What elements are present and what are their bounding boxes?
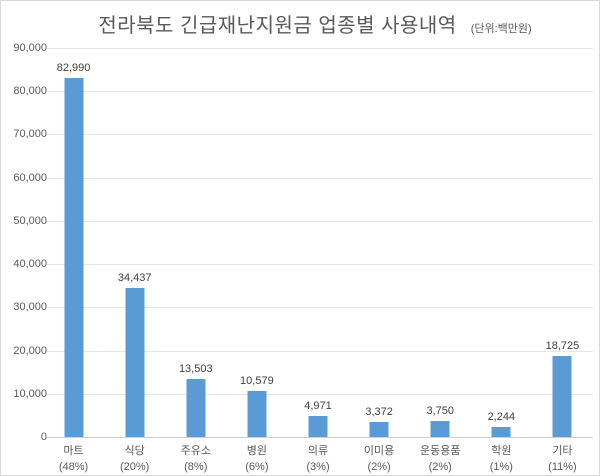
category-percent-label: (3%)	[306, 461, 330, 473]
x-axis-category-3: 병원 (6%)	[245, 443, 268, 475]
gridline	[47, 351, 593, 352]
y-axis-tick-label: 50,000	[13, 215, 47, 227]
gridline	[47, 394, 593, 395]
gridline	[47, 307, 593, 308]
x-axis-category-4: 의류 (3%)	[306, 443, 329, 475]
bar-3	[247, 391, 267, 437]
chart-header: 전라북도 긴급재난지원금 업종별 사용내역 (단위:백만원)	[1, 9, 599, 38]
y-axis-tick-label: 90,000	[13, 42, 47, 54]
y-axis-tick-label: 0	[40, 431, 47, 443]
value-label-6: 3,750	[426, 405, 454, 417]
x-axis-category-1: 식당 (20%)	[120, 443, 149, 475]
bar-1	[125, 288, 145, 437]
y-axis-tick-label: 30,000	[13, 301, 47, 313]
y-axis-tick-label: 80,000	[13, 85, 47, 97]
x-axis-category-0: 마트 (48%)	[59, 443, 88, 475]
x-axis-category-5: 이미용 (2%)	[364, 443, 394, 475]
y-axis-tick-label: 20,000	[13, 345, 47, 357]
category-label: 마트	[63, 445, 84, 457]
value-label-4: 4,971	[304, 400, 332, 412]
gridline	[47, 264, 593, 265]
y-axis-tick-label: 60,000	[13, 172, 47, 184]
bar-5	[369, 422, 389, 437]
category-label: 의류	[307, 445, 329, 457]
value-label-0: 82,990	[56, 62, 91, 74]
chart-title: 전라북도 긴급재난지원금 업종별 사용내역	[98, 15, 457, 37]
category-label: 주유소	[180, 445, 211, 457]
category-percent-label: (20%)	[119, 461, 150, 473]
category-percent-label: (2%)	[428, 461, 452, 473]
category-label: 운동용품	[419, 445, 461, 457]
category-percent-label: (48%)	[58, 461, 89, 473]
category-percent-label: (1%)	[489, 461, 513, 473]
category-percent-label: (2%)	[367, 461, 391, 473]
value-label-7: 2,244	[487, 411, 516, 423]
category-label: 학원	[491, 445, 512, 457]
bar-2	[186, 379, 206, 437]
chart-unit-label: (단위:백만원)	[470, 23, 532, 35]
y-axis-tick-label: 40,000	[13, 258, 47, 270]
category-label: 이미용	[363, 445, 395, 457]
gridline	[47, 178, 593, 179]
category-percent-label: (6%)	[245, 461, 269, 473]
category-label: 병원	[246, 445, 267, 457]
gridline	[47, 221, 593, 222]
x-axis-category-6: 운동용품 (2%)	[420, 443, 460, 475]
y-axis-tick-label: 70,000	[13, 128, 47, 140]
value-label-1: 34,437	[117, 272, 152, 284]
bar-7	[491, 427, 511, 437]
value-label-2: 13,503	[178, 363, 213, 375]
x-axis-category-8: 기타 (11%)	[548, 443, 577, 475]
category-label: 기타	[552, 445, 573, 457]
gridline	[47, 134, 593, 135]
value-label-8: 18,725	[545, 340, 580, 352]
x-axis-line	[47, 437, 593, 438]
bar-8	[552, 356, 572, 437]
gridline	[47, 48, 593, 49]
value-label-3: 10,579	[240, 375, 274, 387]
value-label-5: 3,372	[365, 406, 393, 418]
category-percent-label: (11%)	[548, 461, 577, 473]
category-label: 식당	[124, 445, 145, 457]
x-axis-category-2: 주유소 (8%)	[181, 443, 211, 475]
y-axis-tick-label: 10,000	[13, 388, 47, 400]
x-axis-category-7: 학원 (1%)	[490, 443, 513, 475]
category-percent-label: (8%)	[184, 461, 208, 473]
bar-4	[308, 416, 328, 437]
bar-6	[430, 421, 450, 437]
gridline	[47, 91, 593, 92]
bar-0	[64, 78, 84, 437]
